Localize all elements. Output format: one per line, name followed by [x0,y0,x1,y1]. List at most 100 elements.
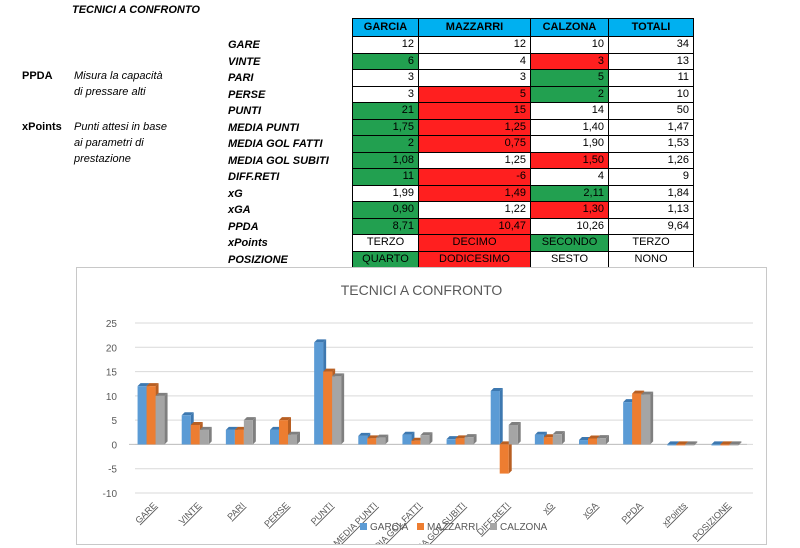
table-cell[interactable]: 3 [530,52,609,70]
table-cell[interactable]: 2 [352,135,419,153]
chart-title: TECNICI A CONFRONTO [341,282,503,298]
column-header[interactable]: TOTALI [608,18,694,37]
table-cell[interactable]: 1,90 [530,135,609,153]
bar [243,420,253,445]
table-cell[interactable]: 10,26 [530,217,609,235]
bar-top [588,435,600,439]
table-cell[interactable]: 5 [418,85,531,103]
bar [323,371,333,445]
bar-top [597,435,609,439]
bar-top [420,432,433,436]
bar [543,437,553,445]
table-cell[interactable]: 11 [608,69,694,87]
legend-label: MAZZARRI [427,522,478,533]
table-cell[interactable]: 2,11 [530,184,609,202]
bar-top [685,441,698,445]
table-cell[interactable]: 4 [530,168,609,186]
table-cell[interactable]: 8,71 [352,217,419,235]
table-cell[interactable]: 12 [418,36,531,54]
row-label: MEDIA GOL FATTI [228,138,323,150]
bar-side [606,435,609,445]
bar [685,444,695,446]
bar-top [358,432,371,436]
table-cell[interactable]: NONO [608,250,694,268]
bar-top [332,373,345,377]
table-cell[interactable]: 0,75 [418,135,531,153]
table-cell[interactable]: DODICESIMO [418,250,531,268]
table-cell[interactable]: 13 [608,52,694,70]
table-cell[interactable]: 14 [530,102,609,120]
bar [411,440,421,445]
bar-top [376,434,389,438]
table-cell[interactable]: 11 [352,168,419,186]
table-cell[interactable]: 4 [418,52,531,70]
bar [490,391,500,445]
table-cell[interactable]: 1,25 [418,151,531,169]
bar [234,429,244,445]
table-cell[interactable]: 9 [608,168,694,186]
bar [279,420,288,445]
bar-top [632,390,645,394]
column-header[interactable]: MAZZARRI [418,18,531,37]
y-tick-label: -5 [108,465,117,476]
table-cell[interactable]: 3 [352,69,419,87]
row-label: xPoints [228,237,268,249]
bar [464,437,474,445]
row-label: PERSE [228,88,266,101]
table-cell[interactable]: TERZO [608,234,694,252]
x-tick-label: PARI [225,500,246,521]
bar-top [641,391,654,395]
table-cell[interactable]: 1,25 [418,118,531,136]
table-cell[interactable]: 1,08 [352,151,419,169]
table-row: 1,99 1,49 2,11 1,84 [352,184,694,202]
table-cell[interactable]: 1,99 [352,184,419,202]
table-cell[interactable]: 1,50 [530,151,609,169]
table-cell[interactable]: 1,26 [608,151,694,169]
legend-swatch [360,523,367,530]
legend-swatch [417,523,424,530]
y-tick-label: 20 [106,343,118,354]
table-cell[interactable]: 50 [608,102,694,120]
table-cell[interactable]: -6 [418,168,531,186]
table-cell[interactable]: 9,64 [608,217,694,235]
table-cell[interactable]: SECONDO [530,234,609,252]
table-cell[interactable]: 3 [418,69,531,87]
table-cell[interactable]: 1,49 [418,184,531,202]
table-cell[interactable]: 5 [530,69,609,87]
row-label: MEDIA PUNTI [228,121,300,134]
side-desc-ppda: Misura la capacità di pressare alti [74,68,163,100]
table-cell[interactable]: 1,84 [608,184,694,202]
bar [270,429,279,445]
table-cell[interactable]: 10 [530,36,609,54]
table-cell[interactable]: 15 [418,102,531,120]
table-cell[interactable]: 3 [352,85,419,103]
chart-container[interactable]: TECNICI A CONFRONTO -10 -5 0 5 10 15 20 25 GARE VI… [76,267,767,545]
table-cell[interactable]: 2 [530,85,609,103]
x-tick-label: xPoints [660,500,688,528]
table-cell[interactable]: 1,53 [608,135,694,153]
table-cell[interactable]: TERZO [352,234,419,252]
table-cell[interactable]: QUARTO [352,250,419,268]
table-cell[interactable]: 10 [608,85,694,103]
table-cell[interactable]: 0,90 [352,201,419,219]
x-tick-label: xGA [580,500,599,519]
table-row: 2 0,75 1,90 1,53 [352,135,694,153]
table-cell[interactable]: 1,22 [418,201,531,219]
bar [499,444,509,474]
table-cell[interactable]: 21 [352,102,419,120]
column-header[interactable]: GARCIA [352,18,419,37]
table-cell[interactable]: 1,30 [530,201,609,219]
table-cell[interactable]: DECIMO [418,234,531,252]
table-cell[interactable]: 1,75 [352,118,419,136]
column-header[interactable]: CALZONA [530,18,609,37]
table-cell[interactable]: 1,47 [608,118,694,136]
table-cell[interactable]: SESTO [530,250,609,268]
bar [720,444,730,446]
table-cell[interactable]: 1,13 [608,201,694,219]
table-cell[interactable]: 1,40 [530,118,609,136]
table-cell[interactable]: 34 [608,36,694,54]
table-cell[interactable]: 10,47 [418,217,531,235]
bar-top [243,417,256,421]
table-cell[interactable]: 12 [352,36,419,54]
table-cell[interactable]: 6 [352,52,419,70]
